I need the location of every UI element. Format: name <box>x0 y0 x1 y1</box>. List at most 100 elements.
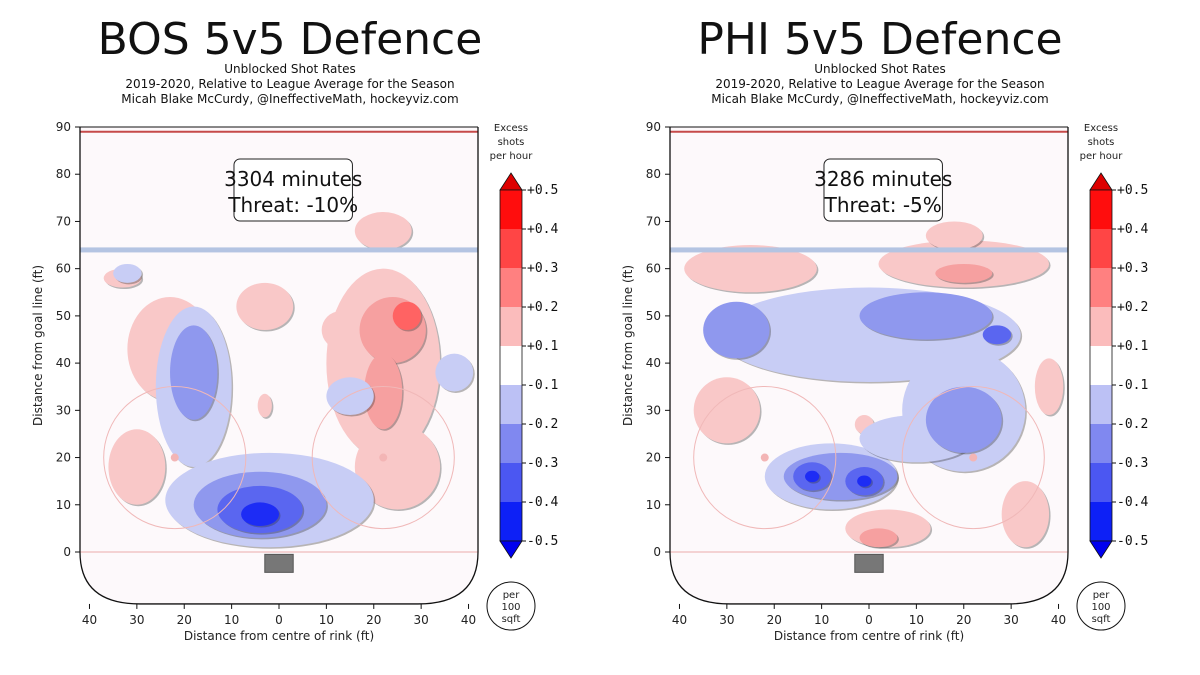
chart-subtitle: Unblocked Shot Rates <box>814 62 946 76</box>
unit-label: 100 <box>501 602 520 613</box>
annotation-box <box>823 158 943 222</box>
contour-region <box>982 325 1012 345</box>
contour-region <box>257 393 272 418</box>
colorbar-segment <box>1090 463 1112 502</box>
colorbar-label: -0.4 <box>527 495 558 510</box>
colorbar-label: -0.5 <box>527 534 558 549</box>
colorbar-segment <box>500 346 522 385</box>
y-tick-label: 80 <box>646 167 661 181</box>
contour-region <box>857 475 872 487</box>
colorbar-segment <box>500 385 522 424</box>
x-tick-label: 20 <box>767 613 782 627</box>
unit-badge <box>1076 581 1126 631</box>
y-tick-label: 20 <box>646 451 661 465</box>
contour-region <box>108 429 166 505</box>
right-faceoff-dot <box>379 453 388 462</box>
unit-label: sqft <box>502 614 521 625</box>
colorbar-label: +0.2 <box>1117 300 1148 315</box>
x-tick-label: 20 <box>366 613 381 627</box>
threat-label: Threat: -10% <box>227 193 358 217</box>
x-axis-label: Distance from centre of rink (ft) <box>774 629 964 643</box>
contour-region <box>684 245 817 293</box>
colorbar-label: +0.1 <box>527 339 558 354</box>
x-tick-label: 30 <box>129 613 144 627</box>
colorbar-label: -0.4 <box>1117 495 1148 510</box>
colorbar-segment <box>1090 502 1112 541</box>
colorbar-label: +0.5 <box>527 183 558 198</box>
minutes-label: 3286 minutes <box>814 167 952 191</box>
y-tick-label: 0 <box>63 545 71 559</box>
colorbar-segment <box>500 229 522 268</box>
colorbar-label: +0.1 <box>1117 339 1148 354</box>
rink-boards <box>669 127 1069 605</box>
y-tick-label: 90 <box>646 120 661 134</box>
y-tick-label: 50 <box>646 309 661 323</box>
right-faceoff-circle <box>311 385 455 530</box>
contour-region <box>1034 358 1064 416</box>
colorbar-max-arrow <box>1089 172 1113 191</box>
threat-label: Threat: -5% <box>824 193 942 217</box>
colorbar-segment <box>1090 424 1112 463</box>
left-faceoff-circle <box>693 385 837 530</box>
y-tick-label: 40 <box>56 356 71 370</box>
y-tick-label: 90 <box>56 120 71 134</box>
colorbar-segment <box>1090 190 1112 229</box>
contour-region <box>113 263 142 283</box>
contour-region <box>859 528 898 548</box>
contour-region <box>354 212 412 250</box>
chart-season-note: 2019-2020, Relative to League Average fo… <box>125 77 455 91</box>
colorbar-label: +0.4 <box>527 222 558 237</box>
colorbar-segment <box>1090 346 1112 385</box>
chart-credit: Micah Blake McCurdy, @IneffectiveMath, h… <box>711 92 1049 106</box>
x-tick-label: 10 <box>909 613 924 627</box>
left-faceoff-dot <box>760 453 769 462</box>
colorbar-min-arrow <box>499 540 523 559</box>
y-tick-label: 20 <box>56 451 71 465</box>
x-tick-label: 10 <box>814 613 829 627</box>
colorbar-title: shots <box>1088 137 1115 148</box>
colorbar-segment <box>500 190 522 229</box>
colorbar-label: -0.5 <box>1117 534 1148 549</box>
contour-region <box>170 325 218 420</box>
chart-title: BOS 5v5 Defence <box>97 14 483 65</box>
contour-region <box>935 263 993 283</box>
colorbar-label: -0.2 <box>527 417 558 432</box>
x-tick-label: 20 <box>956 613 971 627</box>
chart-credit: Micah Blake McCurdy, @IneffectiveMath, h… <box>121 92 459 106</box>
y-tick-label: 70 <box>56 214 71 228</box>
unit-label: per <box>1093 590 1111 601</box>
y-axis-label: Distance from goal line (ft) <box>621 265 635 426</box>
x-tick-label: 40 <box>461 613 476 627</box>
chart-title: PHI 5v5 Defence <box>697 14 1063 65</box>
colorbar-label: -0.3 <box>1117 456 1148 471</box>
colorbar-label: -0.1 <box>527 378 558 393</box>
colorbar-title: Excess <box>494 123 528 134</box>
unit-label: 100 <box>1091 602 1110 613</box>
x-tick-label: 30 <box>719 613 734 627</box>
contour-region <box>241 502 279 527</box>
colorbar-segment <box>500 424 522 463</box>
y-axis-label: Distance from goal line (ft) <box>31 265 45 426</box>
x-axis-label: Distance from centre of rink (ft) <box>184 629 374 643</box>
contour-region <box>693 377 761 444</box>
colorbar-title: shots <box>498 137 525 148</box>
colorbar-label: +0.3 <box>527 261 558 276</box>
contour-region <box>805 470 820 483</box>
y-tick-label: 10 <box>56 498 71 512</box>
colorbar-label: -0.1 <box>1117 378 1148 393</box>
y-tick-label: 30 <box>646 403 661 417</box>
y-tick-label: 50 <box>56 309 71 323</box>
goal-net <box>854 553 884 573</box>
colorbar-segment <box>500 307 522 346</box>
goal-net <box>264 553 294 573</box>
blue-line <box>670 247 1068 253</box>
y-tick-label: 80 <box>56 167 71 181</box>
y-tick-label: 60 <box>646 262 661 276</box>
right-faceoff-dot <box>969 453 978 462</box>
x-tick-label: 20 <box>177 613 192 627</box>
colorbar-segment <box>500 463 522 502</box>
colorbar-label: +0.3 <box>1117 261 1148 276</box>
phi-panel: PHI 5v5 Defence Unblocked Shot Rates 20 1… <box>590 0 1180 675</box>
